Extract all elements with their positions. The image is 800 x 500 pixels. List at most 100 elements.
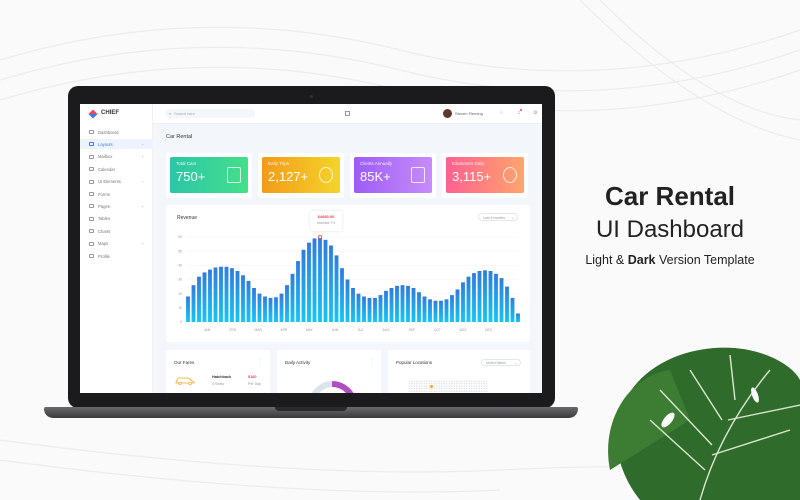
sidebar-item-forms[interactable]: Forms (80, 189, 153, 199)
revenue-bar[interactable] (312, 238, 317, 322)
revenue-bar[interactable] (384, 290, 388, 322)
revenue-bar[interactable] (191, 285, 196, 322)
revenue-bar[interactable] (345, 279, 350, 323)
location-filter-select[interactable]: United States ⌄ (481, 359, 521, 366)
revenue-bar[interactable] (461, 282, 465, 322)
revenue-bar[interactable] (466, 276, 471, 322)
revenue-bar[interactable] (428, 299, 432, 322)
stat-card[interactable]: Clients Annually 85K+ (354, 157, 432, 193)
revenue-bar[interactable] (263, 296, 267, 323)
revenue-bar[interactable] (307, 242, 311, 322)
revenue-bar[interactable] (516, 313, 520, 323)
revenue-bar[interactable] (296, 261, 300, 322)
revenue-bar[interactable] (477, 271, 482, 322)
revenue-bar[interactable] (285, 285, 289, 322)
revenue-bar[interactable] (389, 288, 394, 322)
revenue-bar[interactable] (362, 296, 366, 323)
stat-card[interactable]: Total Cars 750+ (170, 157, 248, 193)
revenue-filter-select[interactable]: Last 6 months ⌄ (478, 213, 518, 221)
car-key-icon (227, 167, 241, 183)
revenue-bar[interactable] (318, 237, 322, 322)
revenue-bar[interactable] (235, 271, 240, 322)
revenue-bar[interactable] (224, 266, 229, 322)
sidebar-item-dashboard[interactable]: Dashboard (80, 127, 153, 137)
highlight-marker[interactable] (317, 234, 322, 239)
revenue-bar[interactable] (367, 297, 372, 322)
brand-name: CHIEF (101, 110, 119, 116)
sidebar-item-pages[interactable]: Pages + (80, 201, 153, 211)
revenue-bar[interactable] (373, 297, 377, 322)
chart-icon (89, 229, 94, 234)
search-input[interactable]: ⌕ Search here (165, 109, 255, 118)
revenue-bar[interactable] (455, 289, 460, 322)
stat-card[interactable]: Daily Trips 2,127+ (262, 157, 340, 193)
avatar[interactable] (443, 109, 452, 118)
revenue-bar[interactable] (406, 285, 410, 322)
promo-title: Car Rental (604, 181, 736, 211)
revenue-bar[interactable] (433, 300, 438, 322)
revenue-bar[interactable] (274, 297, 278, 322)
revenue-bar[interactable] (340, 268, 344, 322)
user-name[interactable]: Steven Fleming (455, 111, 483, 116)
revenue-bar[interactable] (290, 273, 295, 322)
bell-icon[interactable]: ♫ (517, 110, 521, 116)
more-menu-icon[interactable]: ⋮ (258, 359, 263, 365)
moon-icon[interactable]: ☾ (500, 110, 505, 116)
sidebar-item-ui-elements[interactable]: UI Elements + (80, 177, 153, 187)
revenue-bar[interactable] (439, 300, 443, 322)
revenue-bar[interactable] (444, 299, 449, 322)
revenue-bar[interactable] (483, 270, 487, 322)
settings-icon[interactable]: ⚙ (533, 110, 538, 116)
stat-card[interactable]: Kilometers Daily 3,115+ (446, 157, 524, 193)
revenue-bar[interactable] (186, 296, 190, 323)
revenue-bar[interactable] (323, 239, 328, 322)
revenue-bar[interactable] (219, 266, 223, 322)
revenue-bar[interactable] (395, 285, 399, 322)
revenue-bar[interactable] (510, 297, 515, 322)
revenue-bar[interactable] (252, 288, 256, 322)
stat-value: 750+ (176, 169, 206, 184)
revenue-bar[interactable] (411, 288, 416, 322)
stat-panel: Total Cars 750+ (166, 153, 252, 198)
revenue-bar[interactable] (202, 272, 207, 322)
revenue-bar[interactable] (422, 296, 427, 323)
revenue-bar[interactable] (246, 280, 251, 322)
revenue-bar[interactable] (241, 275, 245, 322)
revenue-bar[interactable] (208, 269, 212, 322)
revenue-bar[interactable] (257, 293, 262, 322)
sidebar-item-tables[interactable]: Tables (80, 214, 153, 224)
sidebar-item-mailbox[interactable]: Mailbox + (80, 152, 153, 162)
y-tick-label: 30 (178, 278, 182, 282)
revenue-bar[interactable] (197, 276, 201, 322)
search-icon: ⌕ (169, 111, 172, 116)
revenue-bar[interactable] (417, 292, 421, 322)
revenue-bar[interactable] (499, 278, 504, 322)
more-menu-icon[interactable]: ⋮ (369, 359, 374, 365)
revenue-bar[interactable] (268, 297, 273, 322)
revenue-bar[interactable] (400, 285, 405, 322)
revenue-bar[interactable] (230, 268, 234, 322)
revenue-bar[interactable] (378, 295, 383, 322)
revenue-bar[interactable] (351, 288, 355, 322)
revenue-bar[interactable] (279, 293, 284, 322)
fullscreen-icon[interactable] (345, 111, 350, 116)
revenue-bar[interactable] (213, 267, 218, 322)
revenue-bar[interactable] (488, 271, 493, 322)
sidebar-item-maps[interactable]: Maps + (80, 239, 153, 249)
revenue-bar[interactable] (356, 293, 361, 322)
sidebar-item-profile[interactable]: Profile (80, 251, 153, 261)
sidebar-item-calendar[interactable]: Calendar (80, 164, 153, 174)
revenue-bar[interactable] (494, 273, 498, 322)
revenue-bar[interactable] (334, 255, 339, 322)
sidebar-item-charts[interactable]: Charts (80, 226, 153, 236)
revenue-bar[interactable] (505, 286, 509, 322)
sidebar-item-layouts[interactable]: Layouts + (80, 139, 153, 150)
search-placeholder: Search here (174, 111, 195, 116)
revenue-bar[interactable] (472, 273, 476, 322)
notification-dot (520, 109, 522, 111)
fare-price: $180 (248, 375, 257, 379)
revenue-bar[interactable] (301, 249, 306, 322)
revenue-bar[interactable] (329, 245, 333, 323)
y-tick-label: 60 (178, 235, 182, 239)
revenue-bar[interactable] (450, 295, 454, 322)
